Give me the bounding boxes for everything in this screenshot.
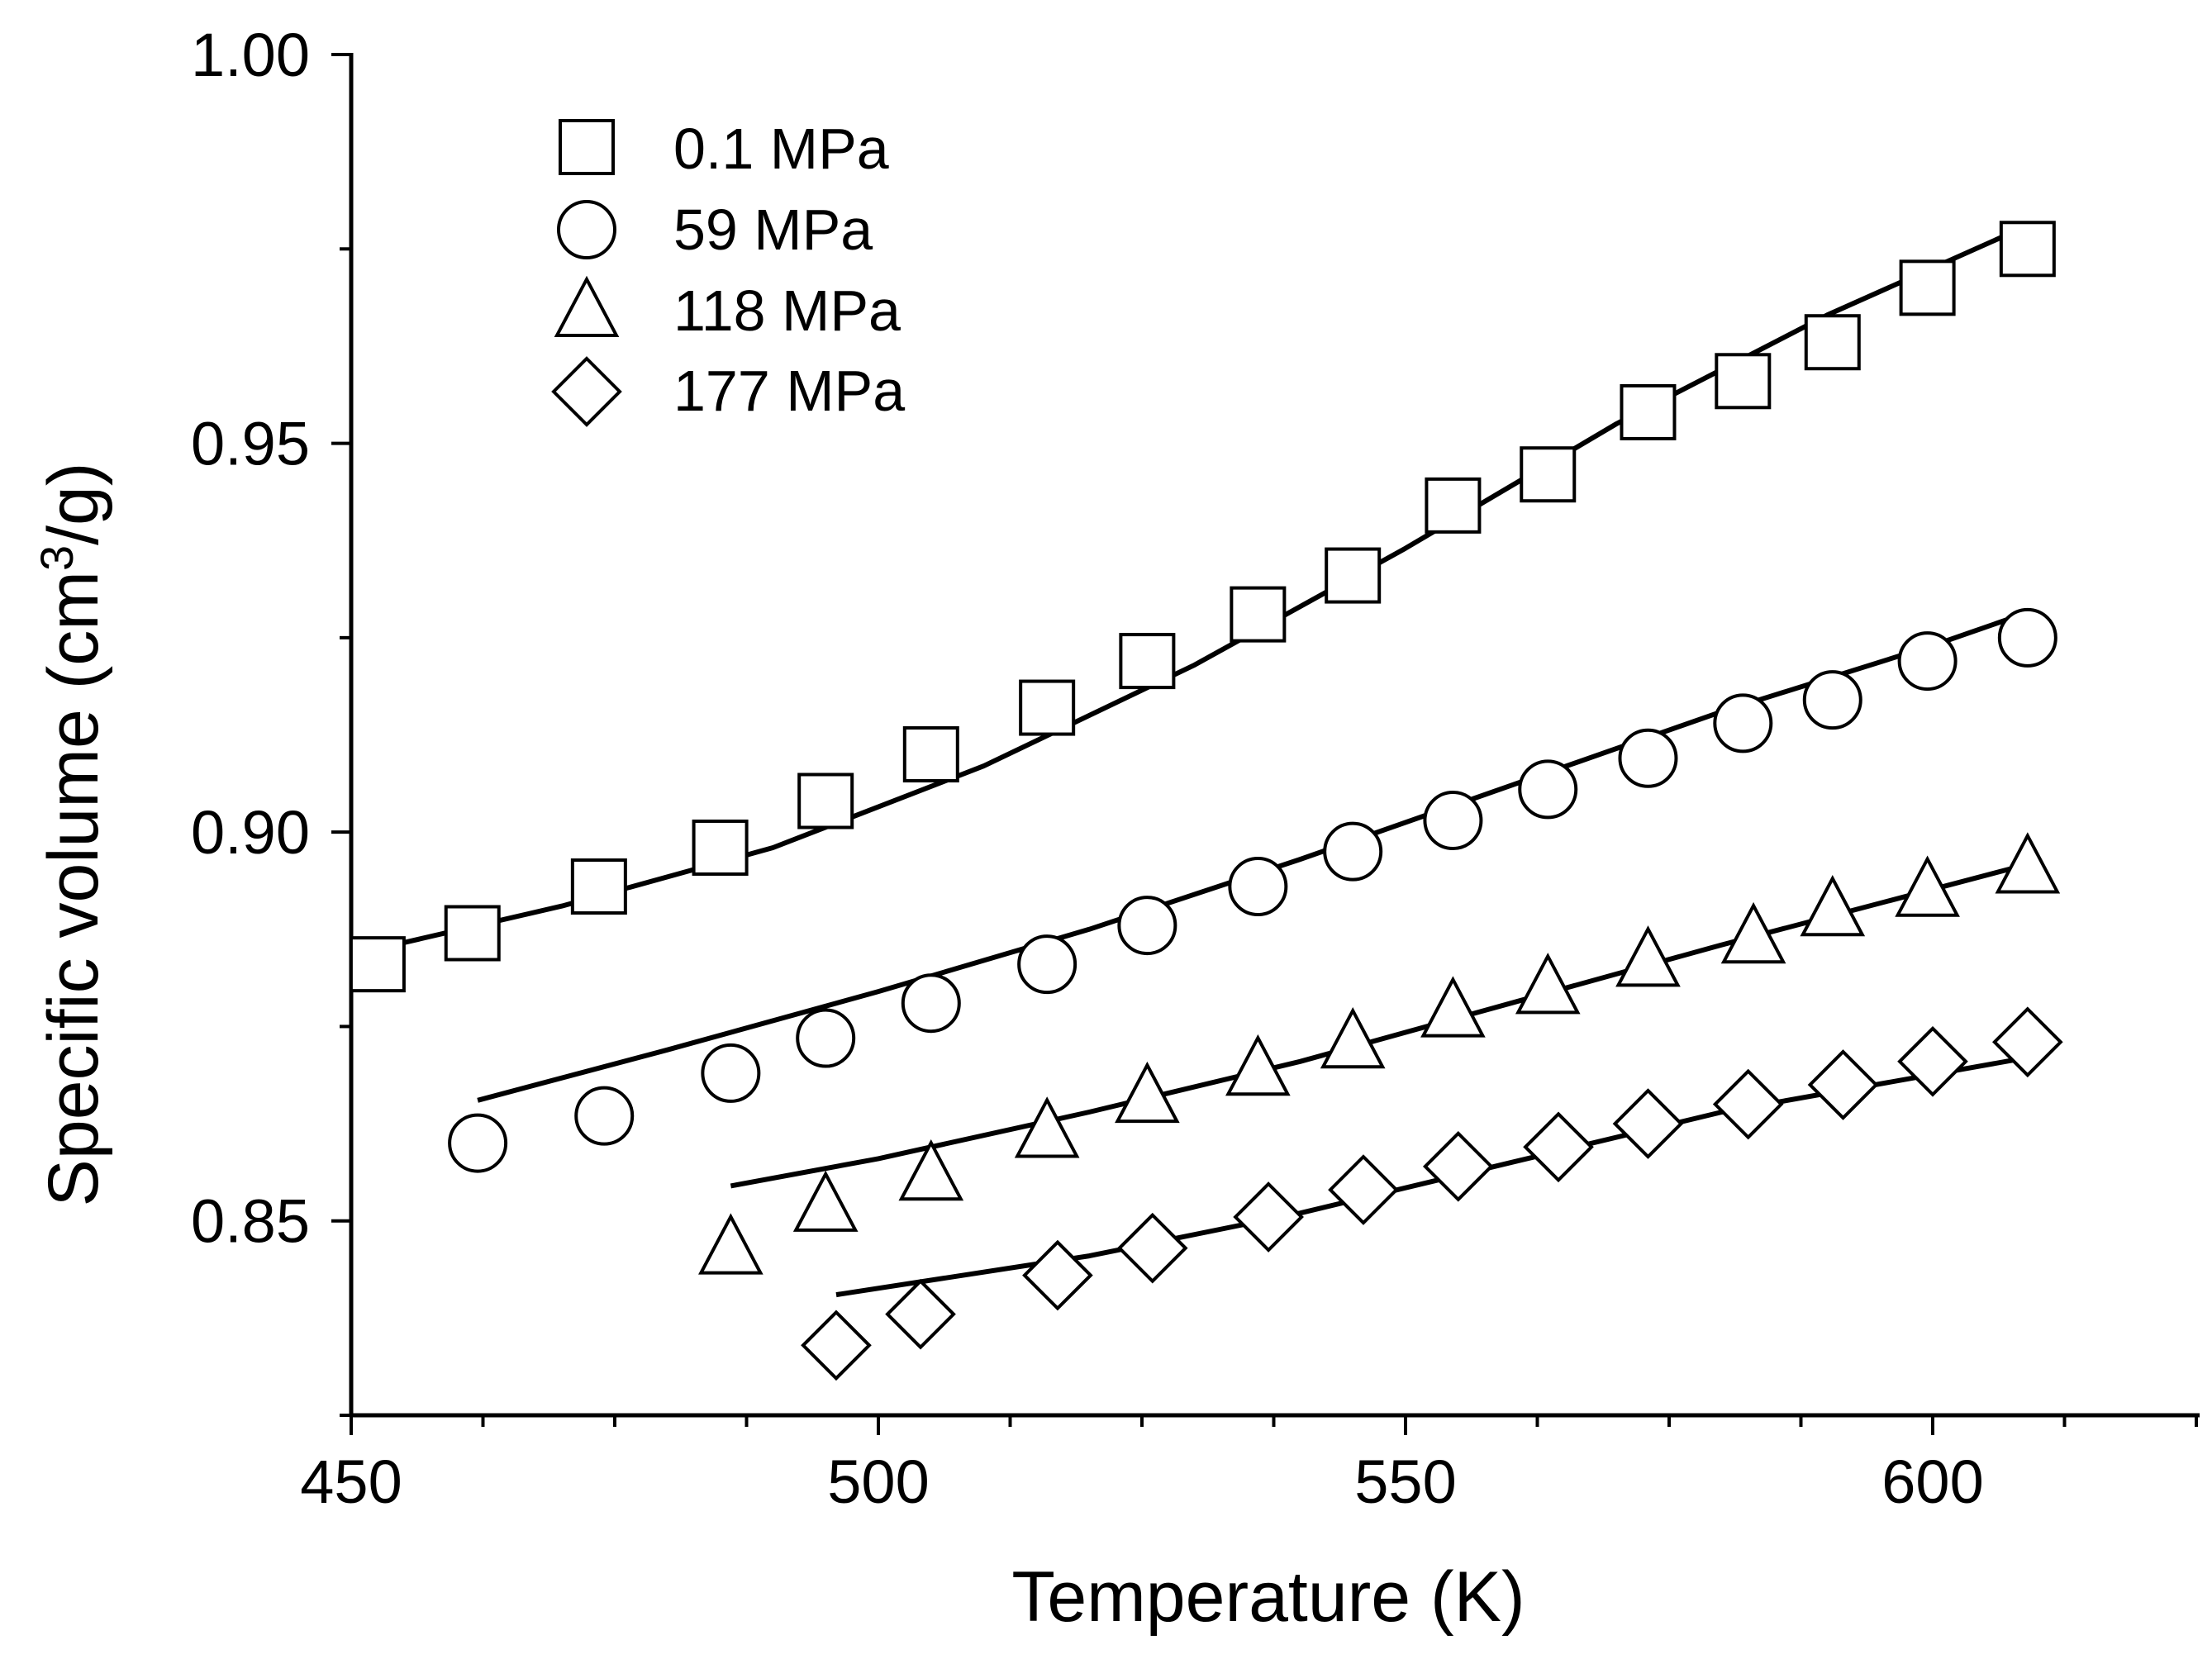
legend-label-118-mpa: 118 MPa [673,278,901,343]
point-177-mpa [1712,1068,1784,1140]
point-177-mpa [1807,1049,1879,1120]
legend-symbol-0-1-mpa [559,119,615,175]
y-axis-title-tail: /g) [34,463,113,545]
y-axis-title-superscript: 3 [31,545,83,571]
legend-label-0-1-mpa: 0.1 MPa [673,116,889,181]
point-177-mpa [1422,1131,1494,1202]
point-0-1-mpa [349,936,406,993]
point-118-mpa [1720,901,1786,964]
point-0-1-mpa [692,819,749,876]
point-0-1-mpa [1520,446,1577,503]
fit-line-118-mpa [730,864,2018,1189]
point-59-mpa [1897,631,1958,692]
y-tick-label-0-90: 0.90 [191,798,310,867]
point-177-mpa [1612,1088,1684,1159]
point-59-mpa [1518,759,1578,820]
y-tick-label-0-85: 0.85 [191,1187,310,1256]
y-axis-title-main: Specific volume (cm [34,571,113,1206]
point-0-1-mpa [1119,633,1176,690]
point-177-mpa [1328,1154,1399,1225]
point-118-mpa [1515,953,1581,1015]
point-118-mpa [1320,1006,1386,1069]
point-0-1-mpa [797,772,854,830]
axis-ticks: 450 500 550 600 0.85 0.90 0.95 1.00 [191,21,2198,1516]
fit-line-59-mpa [477,611,2024,1103]
point-59-mpa [796,1008,856,1068]
point-177-mpa [1022,1239,1093,1311]
point-118-mpa [1115,1061,1180,1124]
point-59-mpa [1713,693,1773,753]
point-177-mpa [1523,1111,1594,1183]
point-0-1-mpa [444,905,501,962]
point-59-mpa [1423,791,1483,851]
x-tick-label-500: 500 [827,1447,929,1516]
point-177-mpa [801,1310,872,1381]
point-0-1-mpa [1999,221,2056,278]
point-0-1-mpa [570,858,627,915]
data-markers [349,221,2063,1381]
point-59-mpa [1323,821,1383,882]
x-tick-label-600: 600 [1881,1447,1983,1516]
point-0-1-mpa [1899,259,1956,316]
legend-symbol-177-mpa [551,356,622,427]
point-118-mpa [1615,925,1681,987]
y-axis-title: Specific volume (cm3/g) [31,463,113,1207]
point-59-mpa [701,1043,761,1103]
point-59-mpa [1618,728,1678,788]
point-59-mpa [1802,670,1862,730]
point-118-mpa [1225,1034,1291,1096]
x-tick-label-450: 450 [300,1447,402,1516]
point-59-mpa [901,973,961,1034]
point-118-mpa [698,1213,763,1275]
point-59-mpa [1228,857,1288,917]
x-axis-title: Temperature (K) [1011,1557,1525,1637]
legend-symbols [551,119,622,427]
point-0-1-mpa [1325,547,1382,604]
point-0-1-mpa [1715,353,1772,410]
legend-label-59-mpa: 59 MPa [673,197,873,262]
legend: 0.1 MPa 59 MPa 118 MPa 177 MPa [551,116,905,427]
legend-symbol-59-mpa [557,200,616,259]
fit-line-0-1-mpa [377,223,2029,952]
point-0-1-mpa [1804,314,1861,371]
point-0-1-mpa [1019,679,1076,736]
point-59-mpa [574,1086,635,1146]
point-59-mpa [1117,896,1177,956]
point-177-mpa [1116,1212,1188,1284]
point-59-mpa [448,1113,508,1173]
y-tick-label-1-00: 1.00 [191,21,310,89]
point-177-mpa [885,1278,956,1350]
point-118-mpa [1420,976,1486,1038]
point-59-mpa [1017,934,1077,995]
point-118-mpa [898,1138,964,1201]
point-177-mpa [1233,1181,1304,1253]
point-118-mpa [792,1170,859,1232]
point-0-1-mpa [1230,586,1287,643]
point-177-mpa [1992,1006,2063,1078]
legend-label-177-mpa: 177 MPa [673,359,905,423]
point-118-mpa [1995,832,2061,894]
x-tick-label-550: 550 [1354,1447,1456,1516]
point-0-1-mpa [902,726,959,783]
point-59-mpa [1997,607,2057,668]
point-118-mpa [1014,1096,1080,1158]
legend-symbol-118-mpa [554,275,620,337]
point-118-mpa [1800,874,1866,937]
point-0-1-mpa [1425,477,1482,534]
y-tick-label-0-95: 0.95 [191,410,310,478]
point-118-mpa [1895,855,1960,917]
point-0-1-mpa [1620,383,1677,440]
point-177-mpa [1897,1025,1968,1097]
